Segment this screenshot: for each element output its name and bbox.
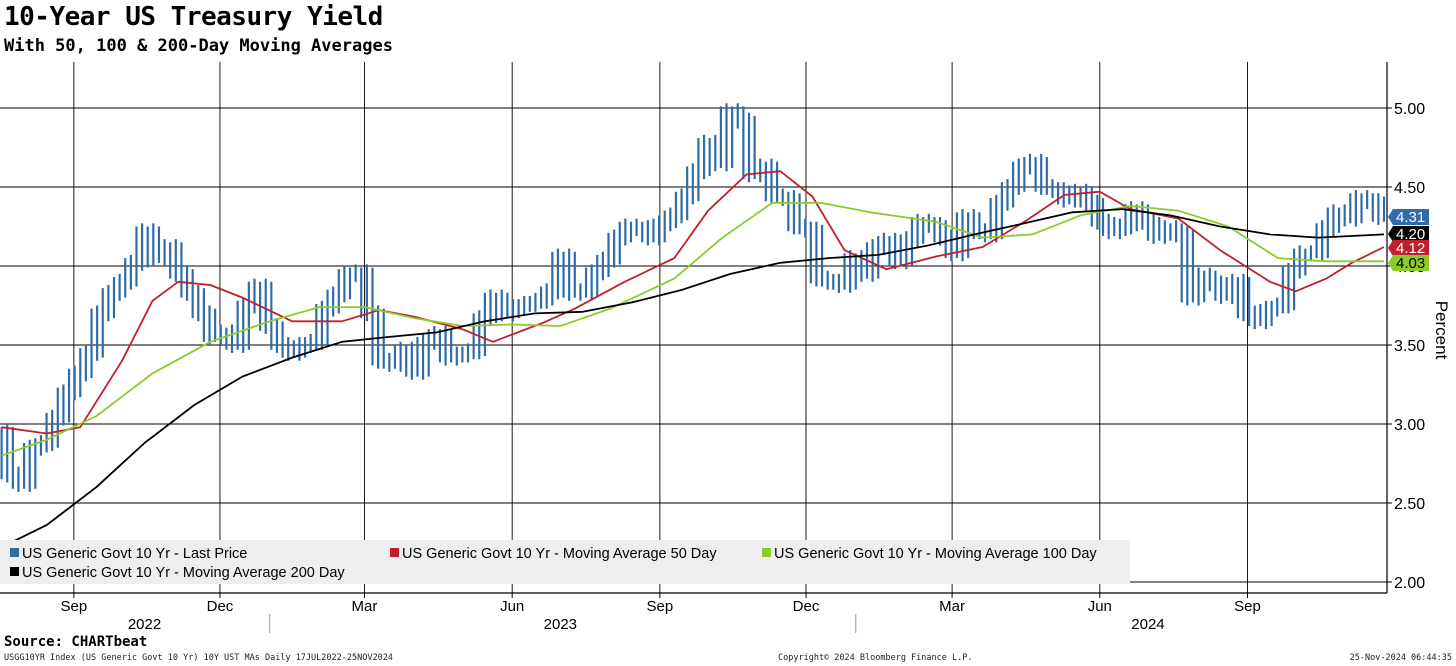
ma200-line	[1, 208, 1385, 549]
x-month-label: Dec	[207, 598, 234, 615]
legend-swatch-price	[10, 548, 19, 557]
x-year-label: 2024	[1131, 616, 1164, 633]
x-year-label: 2022	[128, 616, 161, 633]
source-note: Source: CHARTbeat	[4, 634, 148, 650]
x-month-label: Jun	[1088, 598, 1112, 615]
x-month-label: Sep	[61, 598, 88, 615]
legend-swatch-ma200	[10, 567, 19, 576]
last-value-tag-ma50	[1388, 240, 1429, 256]
chart-title: 10-Year US Treasury Yield	[4, 2, 383, 32]
footer-timestamp: 25-Nov-2024 06:44:35	[1349, 653, 1452, 663]
y-tick-label: 5.00	[1394, 101, 1425, 118]
last-value-label-price: 4.31	[1396, 209, 1425, 226]
grid	[0, 62, 1387, 593]
last-value-tag-ma100	[1388, 255, 1429, 271]
last-value-tag-ma200	[1388, 226, 1429, 242]
y-axis-label: Percent	[1432, 301, 1451, 360]
y-tick-label: 3.50	[1394, 338, 1425, 355]
legend-label-ma100: US Generic Govt 10 Yr - Moving Average 1…	[774, 546, 1097, 562]
last-value-label-ma200: 4.20	[1396, 226, 1425, 243]
last-value-labels: 4.314.204.124.03	[1388, 209, 1429, 272]
legend-label-price: US Generic Govt 10 Yr - Last Price	[22, 546, 247, 562]
price-bars	[0, 103, 1386, 492]
y-tick-label: 3.00	[1394, 417, 1425, 434]
ma100-line	[1, 201, 1384, 457]
x-month-label: Mar	[939, 598, 965, 615]
last-value-tag-price	[1388, 209, 1429, 225]
series-layer	[0, 103, 1386, 549]
x-month-label: Dec	[793, 598, 820, 615]
last-value-label-ma50: 4.12	[1396, 240, 1425, 257]
y-tick-label: 2.00	[1394, 575, 1425, 592]
chart-subtitle: With 50, 100 & 200-Day Moving Averages	[4, 36, 393, 56]
x-year-label: 2023	[544, 616, 577, 633]
x-month-label: Mar	[352, 598, 378, 615]
legend: US Generic Govt 10 Yr - Last Price US Gen…	[0, 540, 1130, 584]
x-month-label: Jun	[500, 598, 524, 615]
footer-index-info: USGG10YR Index (US Generic Govt 10 Yr) 1…	[4, 653, 393, 663]
y-tick-label: 2.50	[1394, 496, 1425, 513]
footer-copyright: Copyright© 2024 Bloomberg Finance L.P.	[778, 653, 973, 663]
legend-swatch-ma50	[390, 548, 399, 557]
ma50-line	[1, 170, 1385, 435]
legend-label-ma50: US Generic Govt 10 Yr - Moving Average 5…	[402, 546, 717, 562]
legend-label-ma200: US Generic Govt 10 Yr - Moving Average 2…	[22, 565, 345, 581]
axes: 2.002.503.003.504.004.505.00SepDecMarJun…	[0, 62, 1451, 633]
x-month-label: Sep	[1234, 598, 1261, 615]
legend-swatch-ma100	[762, 548, 771, 557]
last-value-label-ma100: 4.03	[1396, 255, 1425, 272]
x-month-label: Sep	[647, 598, 674, 615]
y-tick-label: 4.50	[1394, 180, 1425, 197]
legend-background	[0, 540, 1130, 584]
